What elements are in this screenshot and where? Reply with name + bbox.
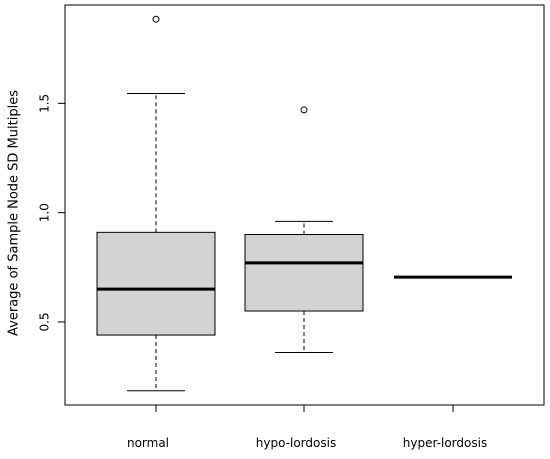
y-axis: 0.5 1.0 1.5: [38, 94, 65, 331]
x-axis: normal hypo-lordosis hyper-lordosis: [127, 405, 487, 450]
y-tick-label: 1.5: [38, 94, 52, 113]
plot-frame: [64, 4, 545, 406]
boxes-group: [96, 15, 512, 392]
x-tick-label: normal: [127, 436, 169, 450]
y-axis-label: Average of Sample Node SD Multiples: [7, 90, 22, 336]
outlier-point: [152, 15, 160, 23]
iqr-box: [96, 231, 216, 336]
x-tick-label: hypo-lordosis: [256, 436, 336, 450]
y-tick-label: 0.5: [38, 312, 52, 331]
x-tick-label: hyper-lordosis: [403, 436, 487, 450]
iqr-box: [244, 234, 364, 312]
y-tick-label: 1.0: [38, 203, 52, 222]
box-hypo-lordosis: [244, 106, 364, 354]
outlier-point: [300, 106, 308, 114]
box-normal: [96, 15, 216, 392]
